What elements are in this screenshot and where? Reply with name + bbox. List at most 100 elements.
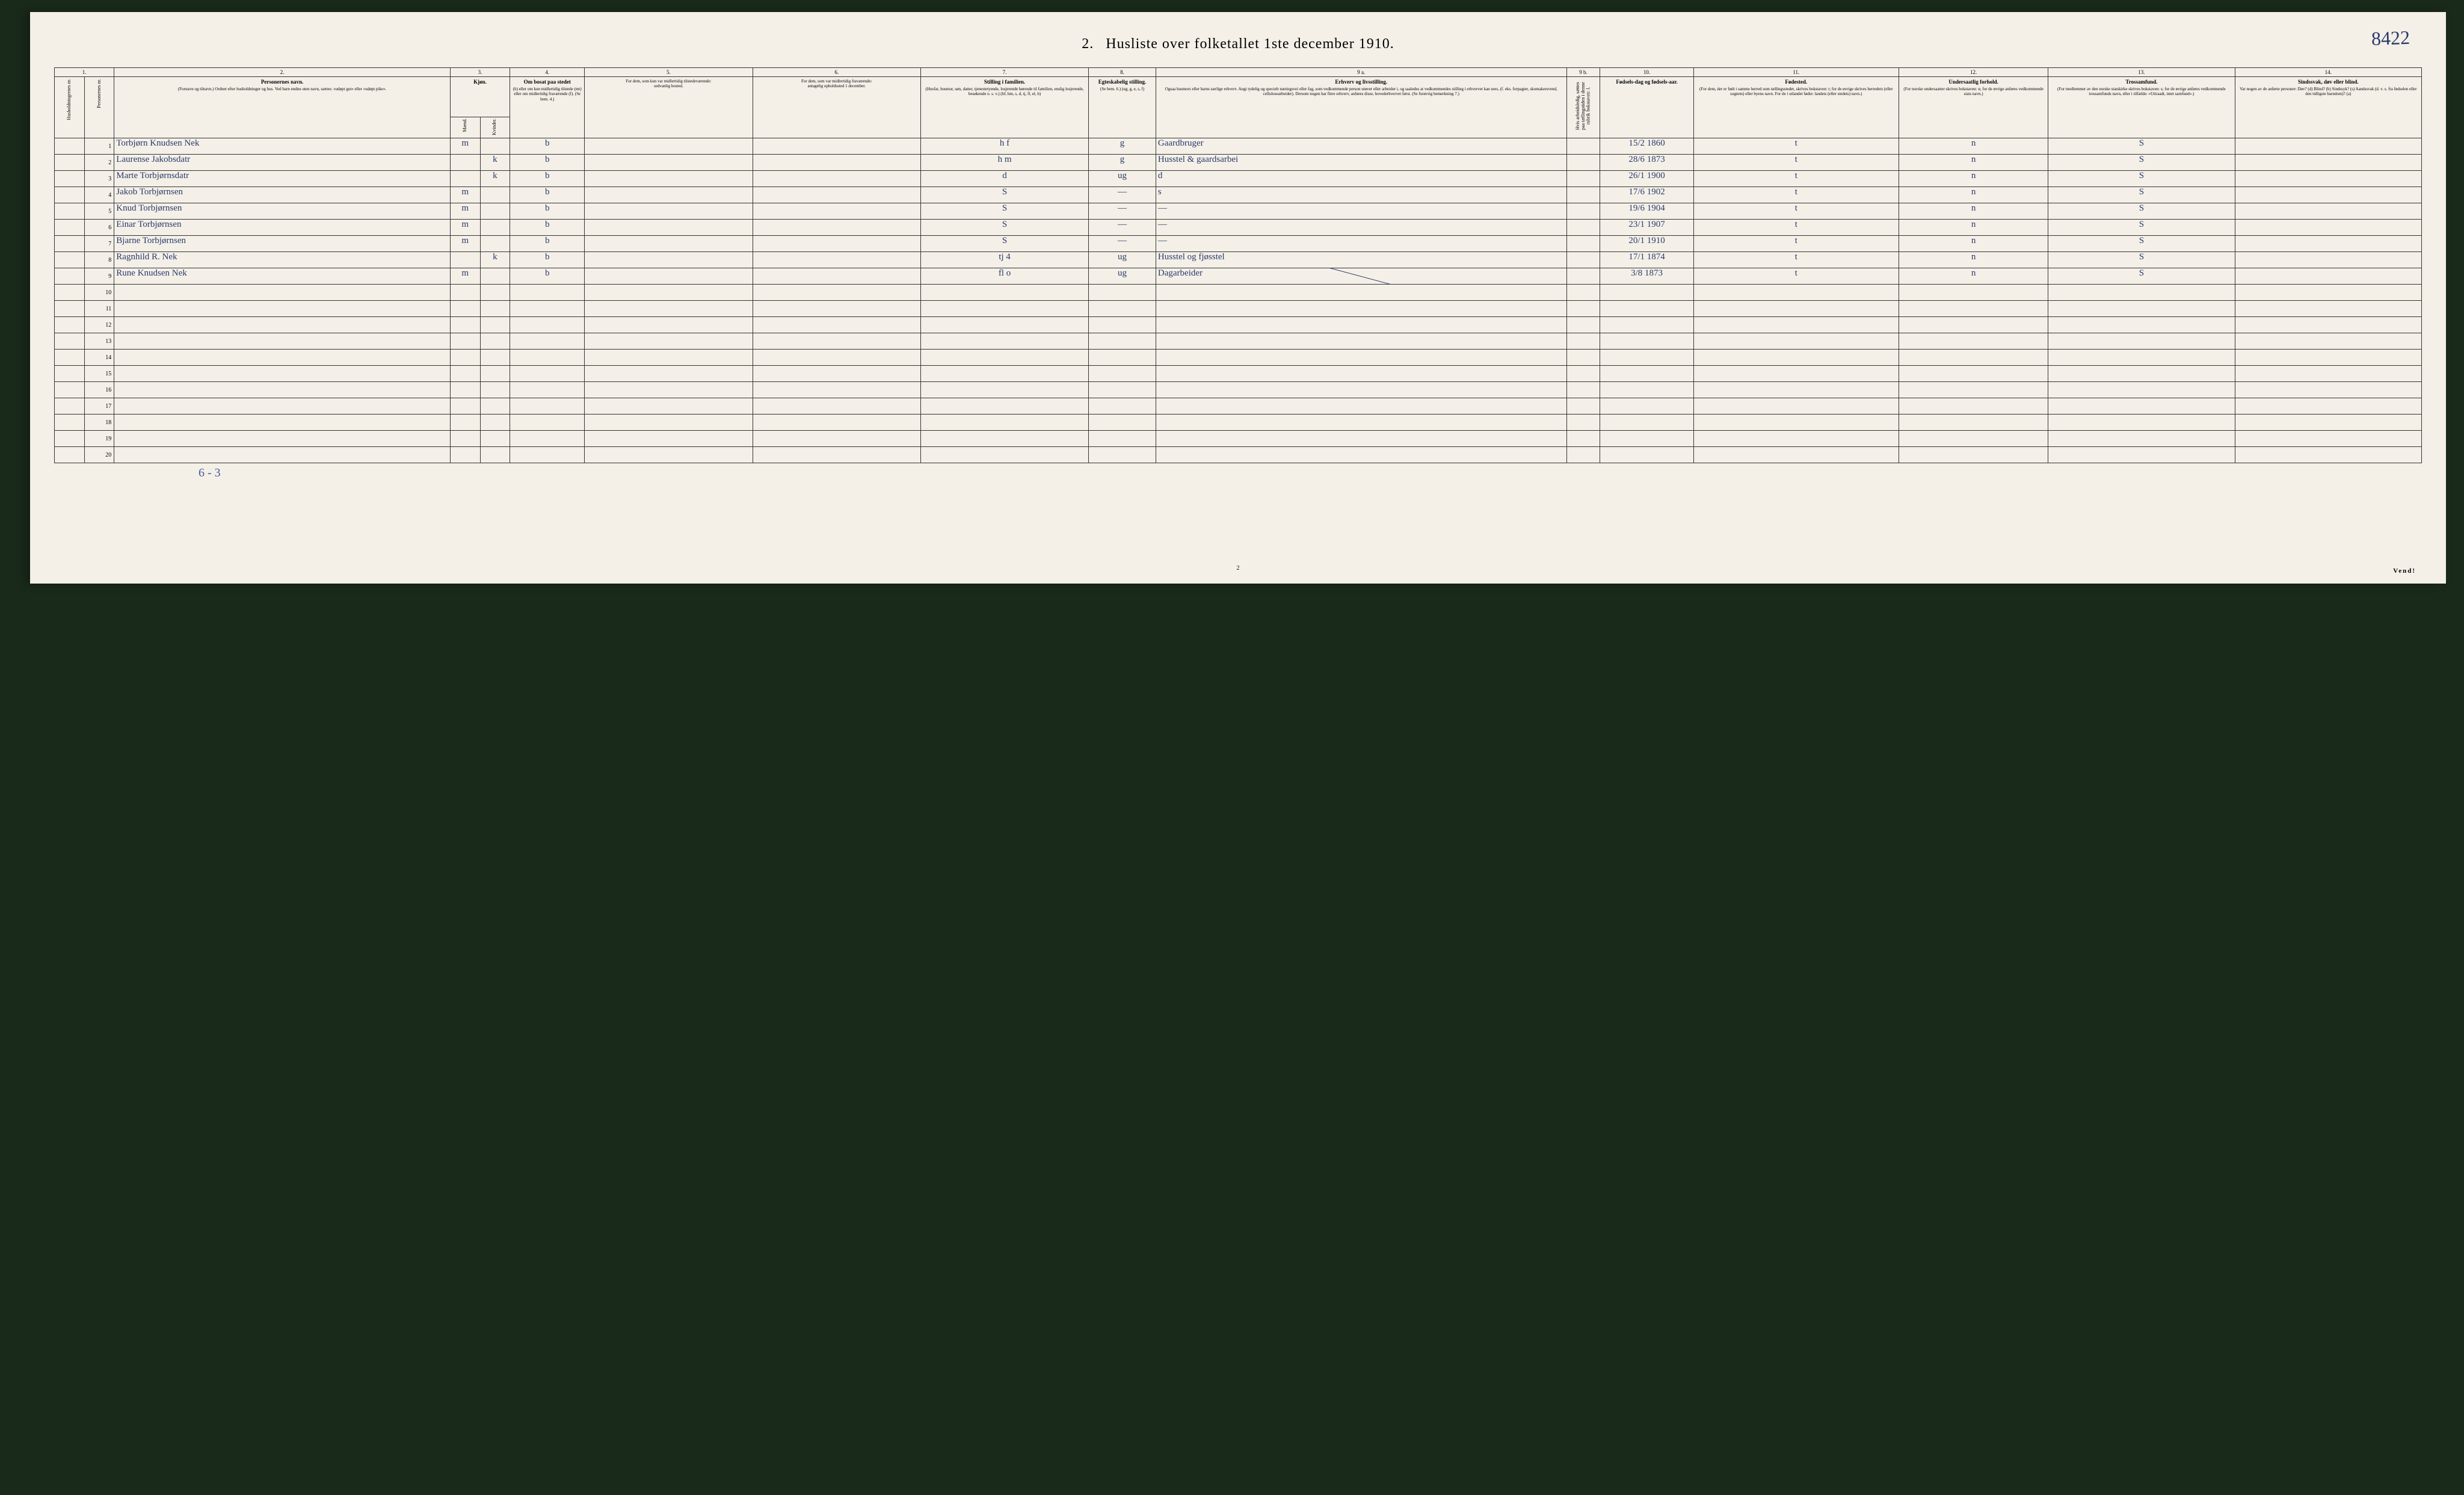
- unemployed-cell: [1566, 398, 1600, 415]
- birthplace-cell: [1693, 366, 1899, 382]
- family-pos-cell: [920, 431, 1088, 447]
- table-row: 17: [55, 398, 2422, 415]
- nationality-cell: n: [1899, 268, 2048, 285]
- religion-cell: [2048, 366, 2235, 382]
- birthplace-cell: [1693, 415, 1899, 431]
- disability-cell: [2235, 447, 2421, 463]
- unemployed-cell: [1566, 431, 1600, 447]
- person-nr-cell: 4: [84, 187, 114, 203]
- religion-cell: [2048, 317, 2235, 333]
- birthplace-cell: t: [1693, 252, 1899, 268]
- occupation-cell: [1156, 431, 1566, 447]
- unemployed-cell: [1566, 285, 1600, 301]
- temp-absent-cell: [753, 415, 920, 431]
- nationality-cell: [1899, 415, 2048, 431]
- male-cell: m: [450, 236, 480, 252]
- temp-absent-cell: [753, 350, 920, 366]
- occupation-cell: Husstel og fjøsstel: [1156, 252, 1566, 268]
- residence-cell: b: [510, 171, 585, 187]
- residence-cell: [510, 447, 585, 463]
- person-nr-cell: 7: [84, 236, 114, 252]
- religion-cell: S: [2048, 138, 2235, 155]
- unemployed-cell: [1566, 171, 1600, 187]
- family-pos-cell: S: [920, 236, 1088, 252]
- unemployed-cell: [1566, 317, 1600, 333]
- birthplace-cell: [1693, 350, 1899, 366]
- religion-cell: S: [2048, 155, 2235, 171]
- disability-cell: [2235, 268, 2421, 285]
- temp-present-cell: [585, 431, 753, 447]
- disability-cell: [2235, 187, 2421, 203]
- male-cell: [450, 366, 480, 382]
- male-cell: m: [450, 220, 480, 236]
- marital-cell: [1089, 382, 1156, 398]
- unemployed-cell: [1566, 447, 1600, 463]
- residence-cell: b: [510, 236, 585, 252]
- title-number: 2.: [1082, 36, 1094, 52]
- family-pos-cell: d: [920, 171, 1088, 187]
- temp-present-cell: [585, 366, 753, 382]
- person-nr-cell: 19: [84, 431, 114, 447]
- colnum: 6.: [753, 68, 920, 77]
- header-sex: Kjøn.: [450, 77, 510, 117]
- birthdate-cell: 28/6 1873: [1600, 155, 1693, 171]
- table-row: 2Laurense Jakobsdatrkbh mgHusstel & gaar…: [55, 155, 2422, 171]
- temp-present-cell: [585, 350, 753, 366]
- temp-present-cell: [585, 138, 753, 155]
- female-cell: [480, 382, 510, 398]
- person-nr-cell: 10: [84, 285, 114, 301]
- nationality-cell: n: [1899, 236, 2048, 252]
- header-male: Mænd.: [450, 117, 480, 138]
- birthplace-cell: [1693, 285, 1899, 301]
- colnum: 1.: [55, 68, 114, 77]
- birthdate-cell: [1600, 285, 1693, 301]
- birthdate-cell: 23/1 1907: [1600, 220, 1693, 236]
- occupation-cell: [1156, 398, 1566, 415]
- family-pos-cell: fl o: [920, 268, 1088, 285]
- male-cell: [450, 317, 480, 333]
- marital-cell: [1089, 415, 1156, 431]
- table-row: 13: [55, 333, 2422, 350]
- name-cell: Jakob Torbjørnsen: [114, 187, 451, 203]
- temp-present-cell: [585, 220, 753, 236]
- family-pos-cell: [920, 317, 1088, 333]
- residence-cell: [510, 317, 585, 333]
- religion-cell: [2048, 447, 2235, 463]
- person-nr-cell: 3: [84, 171, 114, 187]
- female-cell: k: [480, 155, 510, 171]
- unemployed-cell: [1566, 187, 1600, 203]
- disability-cell: [2235, 203, 2421, 220]
- occupation-cell: Gaardbruger: [1156, 138, 1566, 155]
- birthdate-cell: [1600, 431, 1693, 447]
- nationality-cell: n: [1899, 187, 2048, 203]
- person-nr-cell: 20: [84, 447, 114, 463]
- birthplace-cell: t: [1693, 138, 1899, 155]
- female-cell: [480, 220, 510, 236]
- header-birthdate: Fødsels-dag og fødsels-aar.: [1600, 77, 1693, 138]
- birthdate-cell: [1600, 333, 1693, 350]
- occupation-cell: [1156, 350, 1566, 366]
- table-row: 16: [55, 382, 2422, 398]
- marital-cell: —: [1089, 220, 1156, 236]
- name-cell: [114, 333, 451, 350]
- nationality-cell: [1899, 317, 2048, 333]
- temp-present-cell: [585, 171, 753, 187]
- colnum: 3.: [450, 68, 510, 77]
- family-pos-cell: tj 4: [920, 252, 1088, 268]
- occupation-cell: d: [1156, 171, 1566, 187]
- temp-absent-cell: [753, 447, 920, 463]
- religion-cell: S: [2048, 236, 2235, 252]
- female-cell: [480, 398, 510, 415]
- table-row: 8Ragnhild R. Nekkbtj 4ugHusstel og fjøss…: [55, 252, 2422, 268]
- colnum: 2.: [114, 68, 451, 77]
- occupation-cell: [1156, 333, 1566, 350]
- religion-cell: S: [2048, 220, 2235, 236]
- female-cell: [480, 301, 510, 317]
- male-cell: m: [450, 268, 480, 285]
- temp-absent-cell: [753, 431, 920, 447]
- birthdate-cell: [1600, 382, 1693, 398]
- religion-cell: [2048, 301, 2235, 317]
- annotation-number: 8422: [2371, 26, 2410, 50]
- female-cell: [480, 203, 510, 220]
- disability-cell: [2235, 366, 2421, 382]
